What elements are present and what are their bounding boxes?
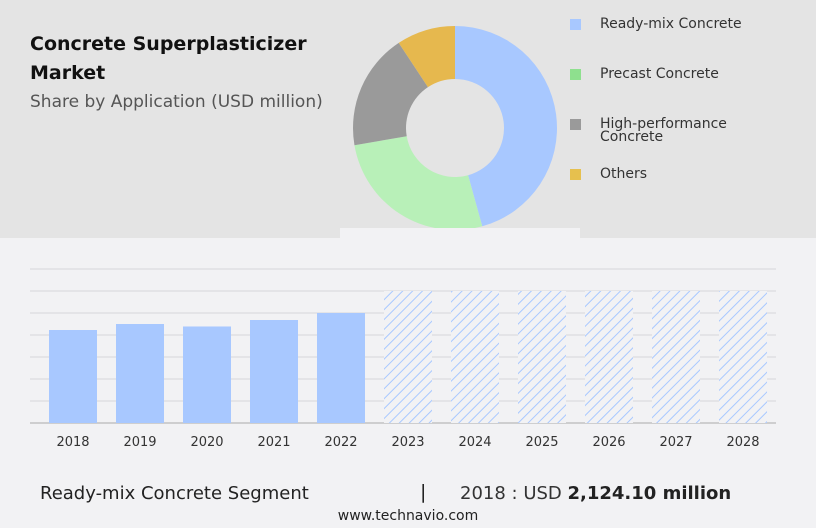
value-amount: 2,124.10 million bbox=[567, 483, 732, 504]
x-tick-label: 2020 bbox=[190, 435, 223, 450]
chart-subtitle: Share by Application (USD million) bbox=[30, 92, 323, 112]
bar-2020 bbox=[183, 326, 231, 423]
x-tick-label: 2028 bbox=[726, 435, 759, 450]
bar-2019 bbox=[116, 323, 164, 423]
donut-slice-2 bbox=[353, 42, 428, 146]
donut-slice-0 bbox=[455, 26, 557, 227]
bar-2022 bbox=[317, 313, 365, 423]
legend-item-ready-mix: Ready-mix Concrete bbox=[570, 16, 770, 48]
donut-slice-3 bbox=[398, 26, 455, 88]
forecast-bar-2025 bbox=[518, 291, 566, 423]
donut-chart bbox=[340, 26, 580, 240]
donut-slice-1 bbox=[354, 136, 483, 230]
year-label: 2018 : USD bbox=[460, 483, 568, 504]
bar-2018 bbox=[49, 329, 97, 423]
forecast-bar-2027 bbox=[652, 291, 700, 423]
bar-chart: 2018 2019 2020 2021 2022 2023 2024 2025 2026 2027… bbox=[30, 268, 776, 450]
forecast-bar-2024 bbox=[451, 291, 499, 423]
x-tick-label: 2019 bbox=[123, 435, 156, 450]
legend-label: Precast Concrete bbox=[600, 66, 719, 82]
legend-swatch bbox=[570, 19, 581, 30]
forecast-bar-2023 bbox=[384, 291, 432, 423]
legend-item-precast: Precast Concrete bbox=[570, 66, 770, 98]
legend-swatch bbox=[570, 169, 581, 180]
legend-item-high-performance: High-performance Concrete bbox=[570, 116, 770, 148]
x-tick-label: 2026 bbox=[592, 435, 625, 450]
bar-2021 bbox=[250, 320, 298, 423]
x-tick-label: 2021 bbox=[257, 435, 290, 450]
legend-swatch bbox=[570, 119, 581, 130]
segment-value: 2018 : USD 2,124.10 million bbox=[460, 483, 731, 504]
legend-swatch bbox=[570, 69, 581, 80]
segment-label: Ready-mix Concrete Segment bbox=[40, 483, 309, 504]
legend-item-others: Others bbox=[570, 166, 770, 198]
forecast-bar-2028 bbox=[719, 291, 767, 423]
x-tick-label: 2024 bbox=[458, 435, 491, 450]
x-tick-label: 2018 bbox=[56, 435, 89, 450]
legend-label: Others bbox=[600, 166, 648, 182]
separator: | bbox=[420, 481, 427, 503]
site-url: www.technavio.com bbox=[337, 508, 479, 524]
x-tick-label: 2025 bbox=[525, 435, 558, 450]
x-tick-label: 2022 bbox=[324, 435, 357, 450]
chart-title: Concrete Superplasticizer Market bbox=[30, 33, 307, 84]
panel-edge bbox=[340, 228, 580, 240]
legend-label: High-performance Concrete bbox=[600, 116, 727, 145]
x-tick-label: 2023 bbox=[391, 435, 424, 450]
forecast-bar-2026 bbox=[585, 291, 633, 423]
legend-label: Ready-mix Concrete bbox=[600, 16, 742, 32]
x-tick-label: 2027 bbox=[659, 435, 692, 450]
